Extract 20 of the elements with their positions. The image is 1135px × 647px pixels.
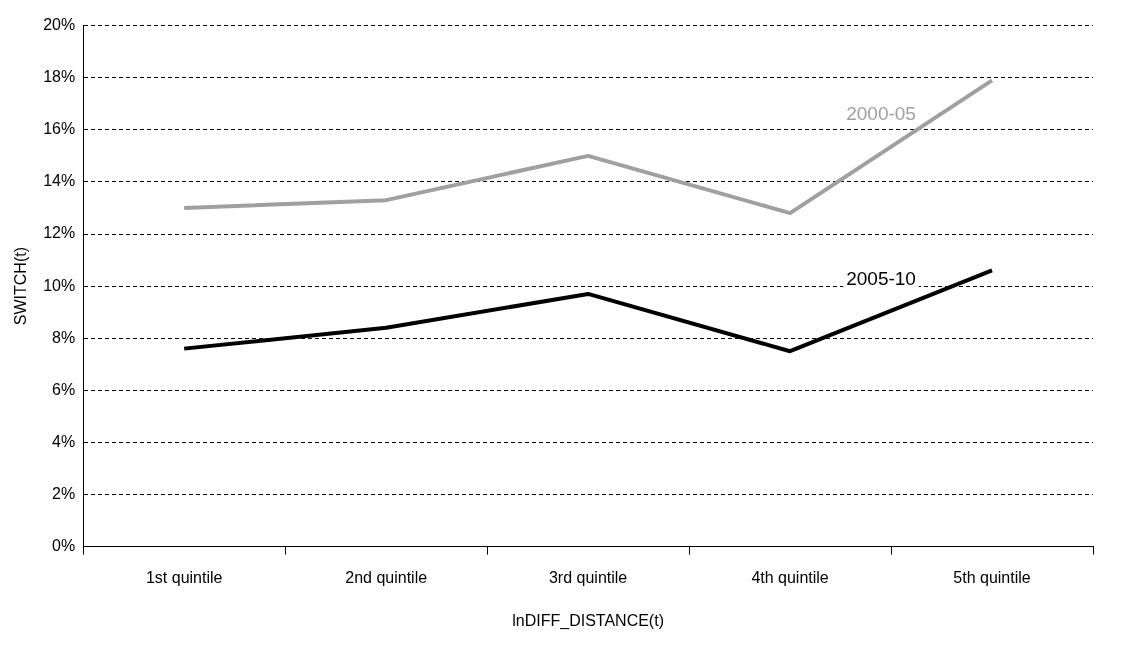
- series-label: 2000-05: [846, 103, 916, 125]
- y-tick-label: 14%: [43, 172, 76, 190]
- y-tick-label: 20%: [43, 16, 76, 34]
- y-tick-label: 8%: [52, 328, 76, 346]
- y-tick-label: 6%: [52, 380, 76, 398]
- y-tick-label: 18%: [43, 68, 76, 86]
- y-tick-label: 0%: [52, 537, 76, 555]
- x-tick-label: 1st quintile: [145, 568, 223, 586]
- y-tick-label: 12%: [43, 224, 76, 242]
- y-axis-title: SWITCH(t): [12, 247, 30, 326]
- y-tick-label: 2%: [52, 484, 76, 502]
- x-tick-label: 4th quintile: [751, 568, 829, 586]
- x-tick-label: 5th quintile: [953, 568, 1031, 586]
- x-tick-label: 2nd quintile: [345, 568, 428, 586]
- y-tick-label: 16%: [43, 120, 76, 138]
- x-tick-label: 3rd quintile: [548, 568, 628, 586]
- series-label: 2005-10: [846, 267, 916, 289]
- y-tick-label: 10%: [43, 276, 76, 294]
- x-axis-title: lnDIFF_DISTANCE(t): [512, 611, 664, 630]
- y-tick-label: 4%: [52, 432, 76, 450]
